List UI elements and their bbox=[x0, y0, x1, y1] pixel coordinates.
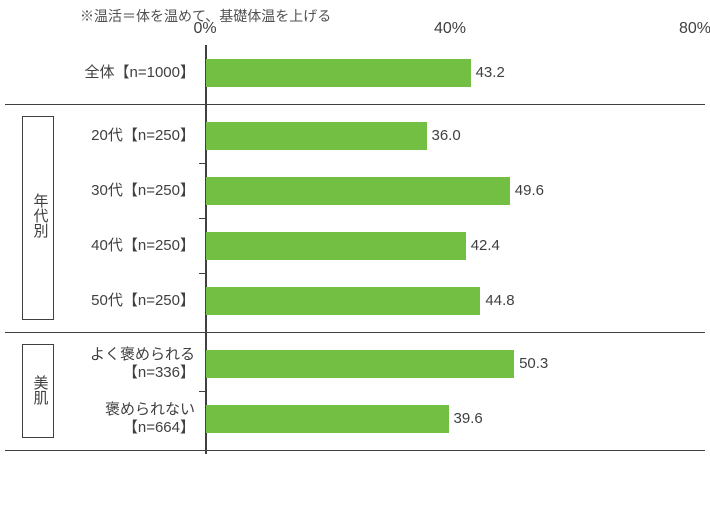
row-label: 30代【n=250】 bbox=[91, 182, 195, 200]
x-tick-label: 40% bbox=[430, 20, 470, 38]
section-divider bbox=[5, 332, 705, 333]
axis-tick bbox=[199, 273, 205, 274]
bar-value-label: 42.4 bbox=[471, 237, 500, 254]
bar-value-label: 36.0 bbox=[432, 127, 461, 144]
bar-value-label: 43.2 bbox=[476, 64, 505, 81]
row-label: 全体【n=1000】 bbox=[85, 64, 195, 82]
group-label: 美肌 bbox=[30, 375, 51, 405]
x-tick-label: 80% bbox=[675, 20, 710, 38]
bar-value-label: 39.6 bbox=[454, 410, 483, 427]
bar bbox=[206, 122, 427, 150]
x-tick-label: 0% bbox=[185, 20, 225, 38]
bar-value-label: 44.8 bbox=[485, 292, 514, 309]
bar bbox=[206, 177, 510, 205]
row-label: 50代【n=250】 bbox=[91, 292, 195, 310]
bar bbox=[206, 59, 471, 87]
bar bbox=[206, 287, 480, 315]
chart-plot-area: 43.2 36.0 49.6 42.4 44.8 50.3 39.6 bbox=[205, 45, 695, 490]
axis-tick bbox=[199, 391, 205, 392]
bar bbox=[206, 232, 466, 260]
row-label: 20代【n=250】 bbox=[91, 127, 195, 145]
group-label: 年代別 bbox=[30, 193, 51, 238]
row-label: 褒められない 【n=664】 bbox=[105, 401, 195, 437]
bar-value-label: 49.6 bbox=[515, 182, 544, 199]
section-divider bbox=[5, 104, 705, 105]
bar bbox=[206, 350, 514, 378]
axis-tick bbox=[199, 163, 205, 164]
bar bbox=[206, 405, 449, 433]
row-label: よく褒められる 【n=336】 bbox=[90, 346, 195, 382]
section-divider bbox=[5, 450, 705, 451]
axis-tick bbox=[199, 218, 205, 219]
row-label: 40代【n=250】 bbox=[91, 237, 195, 255]
bar-value-label: 50.3 bbox=[519, 355, 548, 372]
